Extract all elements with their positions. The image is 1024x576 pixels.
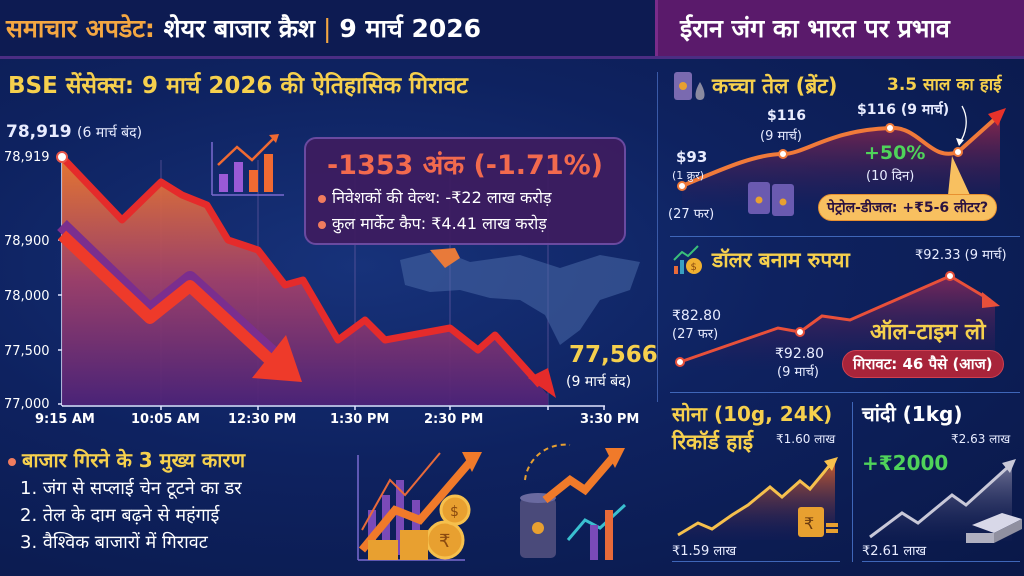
rupee-peak: ₹92.33 (9 मार्च): [915, 248, 1007, 263]
rupee-start-note: (27 फर): [672, 327, 719, 342]
column-divider: [657, 72, 658, 402]
rupee-mid-value: ₹92.80: [775, 346, 824, 362]
svg-text:₹: ₹: [439, 531, 450, 552]
rupee-drop-badge: गिरावट: 46 पैसे (आज): [842, 350, 1004, 378]
gold-subtitle: रिकॉर्ड हाई: [672, 430, 754, 454]
rupee-growth-icon: $: [673, 245, 702, 274]
silver-high: ₹2.63 लाख: [951, 432, 1011, 446]
crude-point-note: (9 मार्च): [760, 129, 802, 144]
reason-item: 2. तेल के दाम बढ़ने से महंगाई: [20, 505, 220, 526]
y-tick: 78,919: [4, 150, 50, 165]
oil-barrel-icon: [674, 72, 705, 100]
sensex-close-note: (9 मार्च बंद): [566, 374, 632, 390]
x-tick: 3:30 PM: [580, 412, 640, 427]
section-divider: [862, 561, 1020, 562]
crude-high-note: 3.5 साल का हाई: [887, 75, 1002, 95]
y-tick: 77,000: [4, 397, 50, 412]
header-left: समाचार अपडेट: शेयर बाजार क्रैश | 9 मार्च…: [0, 0, 655, 56]
sensex-title: BSE सेंसेक्स: 9 मार्च 2026 की ऐतिहासिक ग…: [8, 73, 468, 99]
crude-change: +50%: [864, 142, 926, 164]
y-tick: 77,500: [4, 344, 50, 359]
reason-item: 1. जंग से सप्लाई चेन टूटने का डर: [20, 478, 242, 499]
crude-chart: [677, 105, 1006, 216]
x-tick: 10:05 AM: [131, 412, 200, 427]
column-divider: [852, 402, 853, 562]
y-tick: 78,900: [4, 234, 50, 249]
petrol-diesel-note: पेट्रोल-डीजल: +₹5-6 लीटर?: [818, 194, 998, 221]
coins-growth-illustration: ₹ $: [357, 443, 627, 561]
reasons-list: बाजार गिरने के 3 मुख्य कारण 1. जंग से सप…: [8, 446, 245, 554]
header-separator: |: [322, 13, 332, 43]
header-bar: समाचार अपडेट: शेयर बाजार क्रैश | 9 मार्च…: [0, 0, 1024, 56]
silver-low: ₹2.61 लाख: [862, 544, 927, 559]
all-time-low-label: ऑल-टाइम लो: [870, 320, 986, 345]
callout-bullet: निवेशकों की वेल्थ: -₹22 लाख करोड़: [318, 186, 612, 208]
points-drop: -1353 अंक (-1.71%): [326, 150, 604, 181]
growth-chart-icon: [211, 134, 284, 196]
gold-low: ₹1.59 लाख: [672, 544, 737, 559]
section-divider: [670, 236, 1020, 237]
gold-title: सोना (10g, 24K): [672, 402, 833, 426]
sensex-open-label: 78,919 (6 मार्च बंद): [6, 122, 143, 142]
silver-change: +₹2000: [862, 451, 949, 475]
rupee-start-value: ₹82.80: [672, 308, 721, 324]
gold-chart: ₹: [677, 457, 838, 540]
x-tick: 2:30 PM: [424, 412, 484, 427]
crude-change-note: (10 दिन): [866, 169, 915, 184]
loss-callout: -1353 अंक (-1.71%) निवेशकों की वेल्थ: -₹…: [304, 137, 626, 245]
callout-bullet: कुल मार्केट कैप: ₹4.41 लाख करोड़: [318, 212, 612, 234]
header-right: ईरान जंग का भारत पर प्रभाव: [655, 0, 1024, 56]
section-divider: [670, 392, 1020, 393]
x-tick: 1:30 PM: [330, 412, 390, 427]
sensex-chart: [56, 134, 640, 410]
header-divider: [0, 56, 1024, 59]
crude-start-note: (27 फर): [668, 207, 715, 222]
svg-text:$: $: [450, 504, 459, 520]
silver-title: चांदी (1kg): [862, 402, 963, 426]
x-tick: 12:30 PM: [228, 412, 297, 427]
sensex-close-value: 77,566: [569, 342, 658, 368]
reasons-heading: बाजार गिरने के 3 मुख्य कारण: [8, 446, 245, 473]
crude-title: कच्चा तेल (ब्रेंट): [712, 74, 838, 98]
section-divider: [672, 561, 840, 562]
header-title: शेयर बाजार क्रैश: [163, 14, 315, 43]
crude-point-value: $116 (9 मार्च): [857, 102, 950, 118]
header-right-title: ईरान जंग का भारत पर प्रभाव: [680, 14, 950, 43]
rupee-mid-note: (9 मार्च): [777, 365, 819, 380]
x-tick: 9:15 AM: [35, 412, 95, 427]
header-date: 9 मार्च 2026: [339, 14, 482, 43]
silver-chart: [869, 459, 1022, 543]
crude-point-value: $93: [676, 148, 708, 166]
crude-point-value: $116: [767, 108, 806, 124]
reason-item: 3. वैश्विक बाजारों में गिरावट: [20, 532, 208, 553]
rupee-chart: [675, 271, 1000, 370]
svg-text:₹: ₹: [804, 514, 814, 533]
svg-text:$: $: [691, 262, 697, 273]
header-prefix: समाचार अपडेट:: [6, 14, 155, 43]
gold-high: ₹1.60 लाख: [776, 432, 836, 446]
y-tick: 78,000: [4, 289, 50, 304]
crude-point-note: (1 क्रुर): [672, 169, 705, 182]
rupee-title: डॉलर बनाम रुपया: [712, 248, 850, 272]
